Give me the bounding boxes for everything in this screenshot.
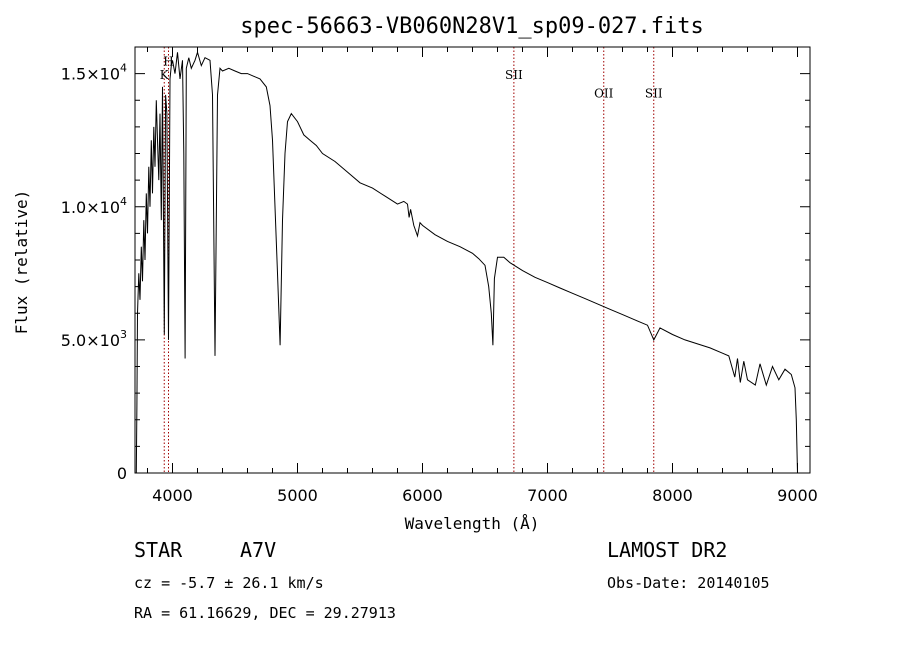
axis-ticks: 4000 5000 6000 7000 8000 9000 0 5.0×103 1.0×104 1… (61, 46, 818, 505)
y-tick-label: 1.0×104 (61, 195, 127, 217)
y-tick-label: 5.0×103 (61, 328, 127, 350)
coordinates: RA = 61.16629, DEC = 29.27913 (134, 604, 396, 622)
y-tick-label: 0 (117, 464, 127, 483)
line-label-4: SII (645, 87, 663, 101)
y-axis-label: Flux (relative) (12, 190, 31, 335)
x-axis-label: Wavelength (Å) (405, 514, 540, 533)
survey-name: LAMOST DR2 (607, 538, 728, 562)
x-tick-label: 7000 (527, 486, 568, 505)
x-tick-label: 6000 (402, 486, 443, 505)
plot-frame (134, 46, 811, 474)
emission-line-markers: KH SII OII SII (160, 47, 663, 473)
x-tick-label: 8000 (652, 486, 693, 505)
line-label-2: SII (505, 68, 523, 82)
observation-date: Obs-Date: 20140105 (607, 574, 770, 592)
line-label-3: OII (594, 87, 614, 101)
x-tick-label: 5000 (277, 486, 318, 505)
x-tick-label: 9000 (777, 486, 818, 505)
spectrum-line (135, 50, 798, 474)
line-label-0: K (160, 68, 170, 82)
y-tick-label: 1.5×104 (61, 62, 127, 84)
line-label-1: H (163, 55, 173, 69)
spectral-subclass: A7V (240, 538, 277, 562)
chart-title: spec-56663-VB060N28V1_sp09-027.fits (240, 14, 704, 39)
redshift-cz: cz = -5.7 ± 26.1 km/s (134, 574, 324, 592)
object-class: STAR (134, 538, 183, 562)
x-tick-label: 4000 (152, 486, 193, 505)
